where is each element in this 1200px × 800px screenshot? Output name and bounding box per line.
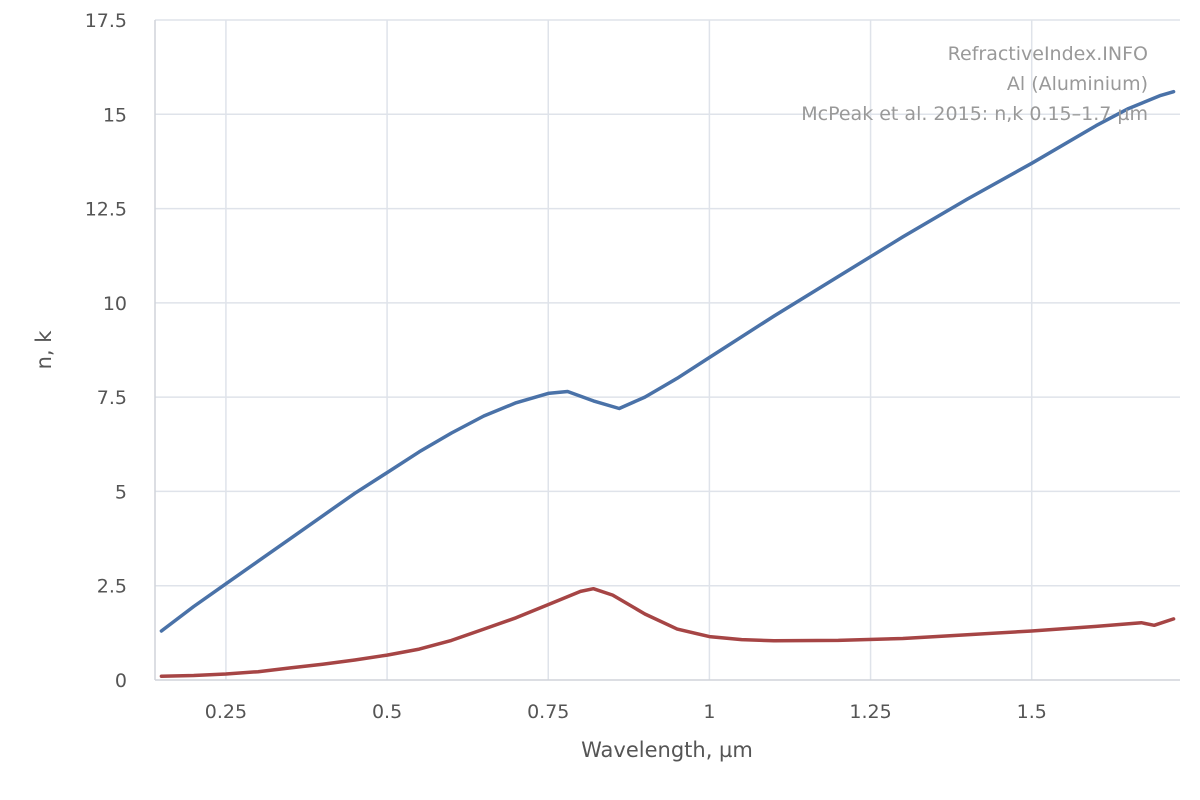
grid xyxy=(155,19,1180,680)
y-tick-label: 5 xyxy=(115,481,127,503)
series xyxy=(159,89,1176,678)
tick-labels: 0 2.5 5 7.5 10 12.5 15 17.5 0.25 0.5 0.75 1 1.25 1.5 xyxy=(85,10,1047,723)
x-tick-label: 1.5 xyxy=(1017,701,1047,723)
series-line-k xyxy=(159,586,1176,678)
chart-annotation: Al (Aluminium) xyxy=(1007,73,1148,95)
x-tick-label: 0.5 xyxy=(372,701,402,723)
annotations: RefractiveIndex.INFO Al (Aluminium) McPeak… xyxy=(801,43,1148,125)
x-tick-label: 0.25 xyxy=(205,701,247,723)
y-tick-label: 15 xyxy=(103,104,127,126)
y-axis-title: n, k xyxy=(32,330,56,370)
y-tick-label: 17.5 xyxy=(85,10,127,32)
series-line-n xyxy=(159,89,1176,633)
axes xyxy=(154,20,1180,681)
y-tick-label: 7.5 xyxy=(97,387,127,409)
x-axis-title: Wavelength, µm xyxy=(581,738,753,762)
y-tick-label: 2.5 xyxy=(97,576,127,598)
y-tick-label: 0 xyxy=(115,670,127,692)
x-tick-label: 1 xyxy=(703,701,715,723)
x-tick-label: 0.75 xyxy=(527,701,569,723)
y-tick-label: 10 xyxy=(103,293,127,315)
chart-annotation: RefractiveIndex.INFO xyxy=(948,43,1148,65)
x-tick-label: 1.25 xyxy=(849,701,891,723)
chart-annotation: McPeak et al. 2015: n,k 0.15–1.7 µm xyxy=(801,103,1148,125)
y-tick-label: 12.5 xyxy=(85,199,127,221)
